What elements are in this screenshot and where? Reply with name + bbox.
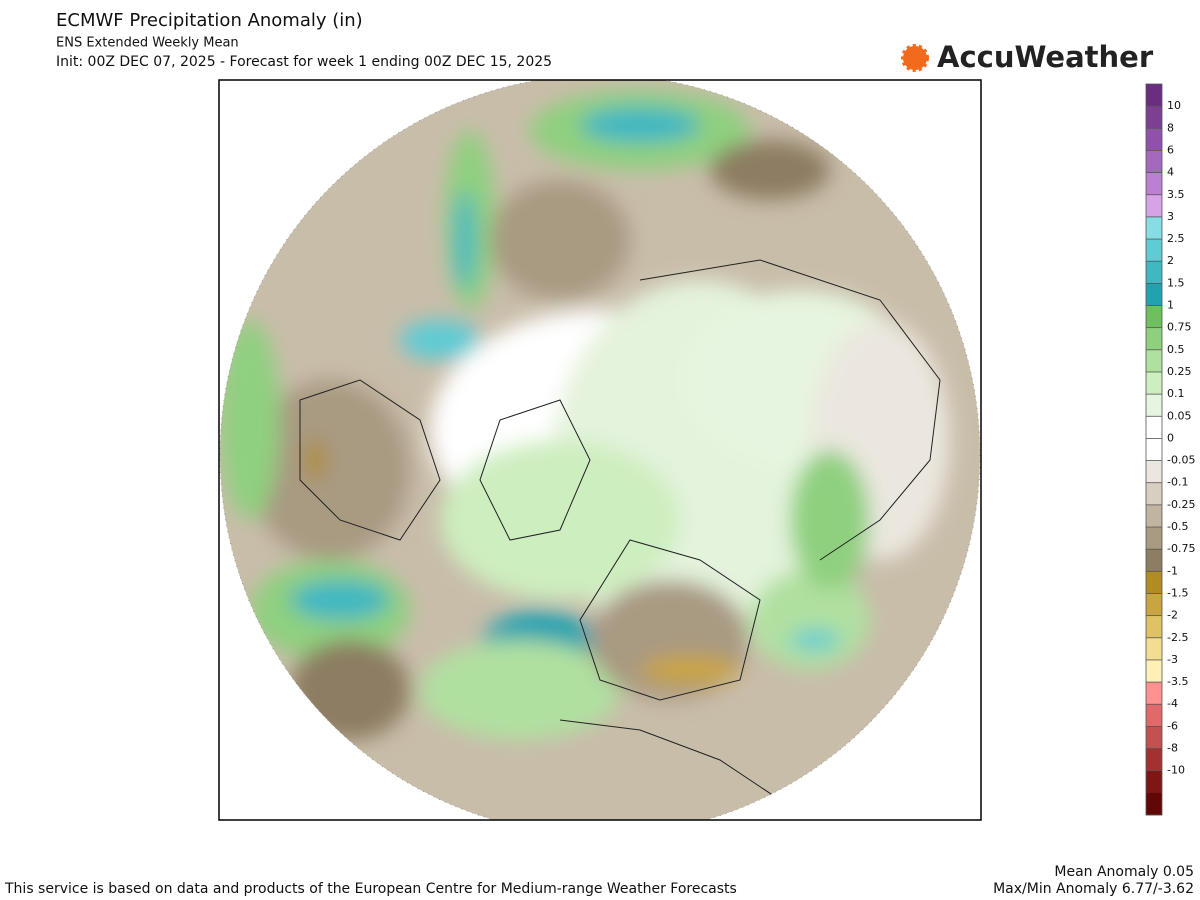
colorbar-swatch bbox=[1146, 216, 1162, 240]
colorbar-swatch bbox=[1146, 194, 1162, 218]
colorbar-label: 0 bbox=[1167, 431, 1174, 444]
colorbar-label: -3.5 bbox=[1167, 675, 1188, 688]
colorbar-label: 0.5 bbox=[1167, 343, 1185, 356]
colorbar-swatch bbox=[1146, 637, 1162, 661]
colorbar-swatch bbox=[1146, 504, 1162, 528]
colorbar-swatch bbox=[1146, 726, 1162, 749]
colorbar-label: 2.5 bbox=[1167, 232, 1185, 245]
logo: AccuWeather bbox=[901, 40, 1154, 74]
colorbar-swatch bbox=[1146, 305, 1162, 328]
colorbar-swatch bbox=[1146, 349, 1162, 373]
colorbar-swatch bbox=[1146, 482, 1162, 506]
maxmin-anomaly: Max/Min Anomaly 6.77/-3.62 bbox=[993, 881, 1194, 897]
colorbar-label: 3.5 bbox=[1167, 188, 1185, 201]
coastlines bbox=[299, 259, 941, 801]
colorbar-label: 0.1 bbox=[1167, 387, 1185, 400]
colorbar-swatch bbox=[1146, 106, 1162, 129]
colorbar-label: 1.5 bbox=[1167, 276, 1185, 289]
colorbar-swatch bbox=[1146, 615, 1162, 639]
colorbar-label: 10 bbox=[1167, 99, 1181, 112]
colorbar-label: -2.5 bbox=[1167, 631, 1188, 644]
colorbar-label: -4 bbox=[1167, 697, 1178, 710]
map-disk bbox=[220, 80, 980, 820]
map bbox=[219, 80, 981, 820]
colorbar-label: 3 bbox=[1167, 210, 1174, 223]
colorbar-swatch bbox=[1146, 84, 1162, 107]
map-edge bbox=[219, 80, 981, 820]
colorbar-label: 4 bbox=[1167, 166, 1174, 179]
colorbar-label: -0.05 bbox=[1167, 454, 1195, 467]
colorbar-label: 0.05 bbox=[1167, 409, 1192, 422]
colorbar-swatch bbox=[1146, 704, 1162, 727]
colorbar-swatch bbox=[1146, 682, 1162, 705]
colorbar-swatch bbox=[1146, 261, 1162, 284]
colorbar-label: 0.25 bbox=[1167, 365, 1192, 378]
colorbar-swatch bbox=[1146, 460, 1162, 484]
colorbar-swatch bbox=[1146, 792, 1162, 816]
colorbar-label: -0.25 bbox=[1167, 498, 1195, 511]
colorbar-swatch bbox=[1146, 438, 1162, 461]
title: ECMWF Precipitation Anomaly (in) bbox=[56, 10, 363, 31]
colorbar-label: -3 bbox=[1167, 653, 1178, 666]
colorbar-swatch bbox=[1146, 770, 1162, 794]
colorbar-label: -1 bbox=[1167, 564, 1178, 577]
subtitle: ENS Extended Weekly Mean bbox=[56, 36, 239, 51]
colorbar-border bbox=[1145, 83, 1163, 816]
colorbar-swatch bbox=[1146, 371, 1162, 395]
logo-sun-core bbox=[906, 49, 924, 67]
anomaly-field bbox=[220, 90, 950, 740]
brand: AccuWeather bbox=[937, 40, 1154, 74]
colorbar-label: 0.75 bbox=[1167, 321, 1192, 334]
colorbar-swatch bbox=[1146, 659, 1162, 683]
colorbar-label: 8 bbox=[1167, 121, 1174, 134]
colorbar-swatch bbox=[1146, 593, 1162, 616]
colorbar-swatch bbox=[1146, 150, 1162, 173]
colorbar-swatch bbox=[1146, 128, 1162, 151]
colorbar-swatch bbox=[1146, 748, 1162, 771]
colorbar-swatch bbox=[1146, 172, 1162, 196]
colorbar-label: 2 bbox=[1167, 254, 1174, 267]
init-line: Init: 00Z DEC 07, 2025 - Forecast for we… bbox=[56, 54, 552, 70]
colorbar: 10 8 6 4 3.5 3 2.5 2 1.5 1 0.75 0.5 0.25 0.1 0.05 0 -0.0… bbox=[1145, 83, 1195, 816]
colorbar-label: -0.5 bbox=[1167, 520, 1188, 533]
colorbar-swatch bbox=[1146, 327, 1162, 351]
credit: This service is based on data and produc… bbox=[4, 881, 737, 897]
mean-anomaly: Mean Anomaly 0.05 bbox=[1054, 864, 1194, 880]
colorbar-label: -8 bbox=[1167, 742, 1178, 755]
colorbar-label: 6 bbox=[1167, 143, 1174, 156]
colorbar-swatch bbox=[1146, 239, 1162, 262]
colorbar-swatch bbox=[1146, 549, 1162, 572]
colorbar-label: -0.75 bbox=[1167, 542, 1195, 555]
colorbar-swatch bbox=[1146, 394, 1162, 417]
colorbar-label: -0.1 bbox=[1167, 476, 1188, 489]
colorbar-label: 1 bbox=[1167, 299, 1174, 312]
colorbar-label: -10 bbox=[1167, 764, 1185, 777]
colorbar-swatch bbox=[1146, 283, 1162, 306]
colorbar-label: -1.5 bbox=[1167, 586, 1188, 599]
colorbar-swatch bbox=[1146, 416, 1162, 439]
colorbar-swatch bbox=[1146, 527, 1162, 550]
colorbar-label: -6 bbox=[1167, 719, 1178, 732]
colorbar-label: -2 bbox=[1167, 609, 1178, 622]
map-frame bbox=[218, 79, 982, 821]
colorbar-swatch bbox=[1146, 571, 1162, 594]
